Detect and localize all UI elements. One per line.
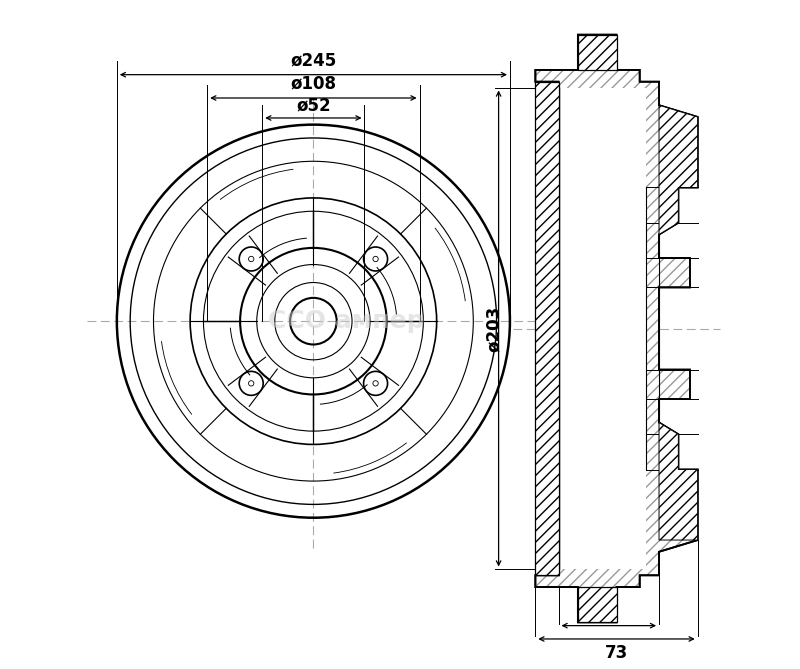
Polygon shape [659, 423, 698, 540]
Polygon shape [535, 35, 698, 622]
Polygon shape [578, 587, 617, 622]
Text: 73: 73 [605, 644, 628, 662]
Polygon shape [578, 35, 617, 70]
Text: ССО ампер: ССО ампер [269, 309, 425, 333]
Text: ø245: ø245 [290, 52, 337, 70]
Polygon shape [558, 88, 646, 569]
Text: ø52: ø52 [296, 96, 330, 114]
Text: 42: 42 [598, 604, 619, 619]
Text: ø108: ø108 [290, 75, 336, 93]
Polygon shape [535, 82, 558, 575]
Polygon shape [659, 105, 698, 235]
Text: ø203: ø203 [484, 305, 502, 352]
